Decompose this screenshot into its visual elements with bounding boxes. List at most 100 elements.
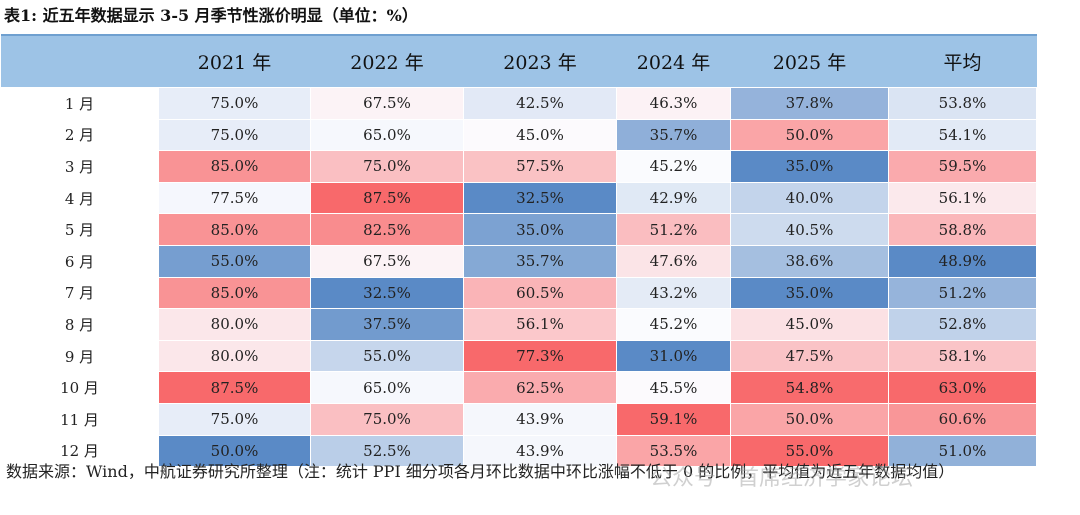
cell: 85.0% <box>158 150 311 183</box>
header-cell: 2021 年 <box>158 34 311 88</box>
cell: 80.0% <box>158 308 311 341</box>
cell: 35.7% <box>616 118 731 152</box>
data-table: 2021 年 2022 年 2023 年 2024 年 2025 年平均 1 月 75.0… <box>0 34 1037 468</box>
cell: 48.9% <box>888 244 1037 278</box>
cell: 65.0% <box>310 371 464 404</box>
cell: 53.5% <box>616 434 731 468</box>
cell: 54.1% <box>888 118 1037 152</box>
row-label: 6 月 <box>0 244 159 278</box>
table-row: 12 月 50.0% 52.5% 43.9% 53.5% 55.0% 51.0% <box>0 434 1037 468</box>
cell: 52.5% <box>310 434 464 468</box>
cell: 51.2% <box>888 276 1037 310</box>
cell: 32.5% <box>463 181 617 215</box>
table-row: 10 月 87.5% 65.0% 62.5% 45.5% 54.8% 63.0% <box>0 371 1037 404</box>
table-row: 2 月 75.0% 65.0% 45.0% 35.7% 50.0% 54.1% <box>0 118 1037 152</box>
cell: 50.0% <box>730 402 889 436</box>
table-body: 1 月 75.0% 67.5% 42.5% 46.3% 37.8% 53.8% 2 月 75.0… <box>0 87 1037 468</box>
header-cell: 平均 <box>888 34 1037 88</box>
footer-note: 数据来源：Wind，中航证券研究所整理（注：统计 PPI 细分项各月环比数据中环… <box>6 462 955 481</box>
table-row: 5 月 85.0% 82.5% 35.0% 51.2% 40.5% 58.8% <box>0 213 1037 246</box>
row-label: 8 月 <box>0 308 159 341</box>
cell: 51.0% <box>888 434 1037 468</box>
cell: 46.3% <box>616 87 731 120</box>
cell: 82.5% <box>310 213 464 246</box>
cell: 32.5% <box>310 276 464 310</box>
cell: 54.8% <box>730 371 889 404</box>
cell: 67.5% <box>310 87 464 120</box>
header-cell: 2023 年 <box>463 34 617 88</box>
cell: 59.1% <box>616 402 731 436</box>
cell: 75.0% <box>310 402 464 436</box>
cell: 87.5% <box>310 181 464 215</box>
cell: 31.0% <box>616 339 731 373</box>
cell: 58.1% <box>888 339 1037 373</box>
cell: 42.5% <box>463 87 617 120</box>
cell: 38.6% <box>730 244 889 278</box>
cell: 62.5% <box>463 371 617 404</box>
cell: 35.0% <box>463 213 617 246</box>
row-label: 1 月 <box>0 87 159 120</box>
row-label: 2 月 <box>0 118 159 152</box>
header-cell: 2024 年 <box>616 34 731 88</box>
cell: 52.8% <box>888 308 1037 341</box>
cell: 40.5% <box>730 213 889 246</box>
cell: 63.0% <box>888 371 1037 404</box>
table-row: 9 月 80.0% 55.0% 77.3% 31.0% 47.5% 58.1% <box>0 339 1037 373</box>
cell: 35.0% <box>730 276 889 310</box>
cell: 85.0% <box>158 276 311 310</box>
cell: 55.0% <box>158 244 311 278</box>
title: 表1: 近五年数据显示 3-5 月季节性涨价明显（单位：%） <box>4 6 418 25</box>
cell: 43.2% <box>616 276 731 310</box>
row-label: 9 月 <box>0 339 159 373</box>
watermark: 公众号 · 首席经济学家论坛 <box>650 466 913 491</box>
cell: 59.5% <box>888 150 1037 183</box>
table-row: 1 月 75.0% 67.5% 42.5% 46.3% 37.8% 53.8% <box>0 87 1037 120</box>
cell: 42.9% <box>616 181 731 215</box>
row-label: 10 月 <box>0 371 159 404</box>
cell: 47.6% <box>616 244 731 278</box>
cell: 43.9% <box>463 434 617 468</box>
cell: 56.1% <box>888 181 1037 215</box>
cell: 75.0% <box>158 118 311 152</box>
row-label: 7 月 <box>0 276 159 310</box>
cell: 85.0% <box>158 213 311 246</box>
cell: 35.7% <box>463 244 617 278</box>
cell: 45.2% <box>616 308 731 341</box>
cell: 53.8% <box>888 87 1037 120</box>
cell: 58.8% <box>888 213 1037 246</box>
cell: 87.5% <box>158 371 311 404</box>
cell: 57.5% <box>463 150 617 183</box>
table-row: 4 月 77.5% 87.5% 32.5% 42.9% 40.0% 56.1% <box>0 181 1037 215</box>
cell: 75.0% <box>158 87 311 120</box>
cell: 43.9% <box>463 402 617 436</box>
cell: 35.0% <box>730 150 889 183</box>
header-cell: 2025 年 <box>730 34 889 88</box>
cell: 77.3% <box>463 339 617 373</box>
cell: 80.0% <box>158 339 311 373</box>
row-label: 12 月 <box>0 434 159 468</box>
header-cell <box>0 34 159 88</box>
cell: 77.5% <box>158 181 311 215</box>
cell: 56.1% <box>463 308 617 341</box>
table-row: 11 月 75.0% 75.0% 43.9% 59.1% 50.0% 60.6% <box>0 402 1037 436</box>
cell: 45.0% <box>730 308 889 341</box>
cell: 55.0% <box>730 434 889 468</box>
cell: 40.0% <box>730 181 889 215</box>
table-row: 8 月 80.0% 37.5% 56.1% 45.2% 45.0% 52.8% <box>0 308 1037 341</box>
cell: 51.2% <box>616 213 731 246</box>
header-cell: 2022 年 <box>310 34 464 88</box>
table-row: 6 月 55.0% 67.5% 35.7% 47.6% 38.6% 48.9% <box>0 244 1037 278</box>
cell: 67.5% <box>310 244 464 278</box>
header-row: 2021 年 2022 年 2023 年 2024 年 2025 年平均 <box>0 34 1037 88</box>
cell: 45.0% <box>463 118 617 152</box>
cell: 60.5% <box>463 276 617 310</box>
cell: 50.0% <box>730 118 889 152</box>
cell: 75.0% <box>158 402 311 436</box>
row-label: 3 月 <box>0 150 159 183</box>
cell: 45.2% <box>616 150 731 183</box>
row-label: 4 月 <box>0 181 159 215</box>
cell: 37.5% <box>310 308 464 341</box>
cell: 47.5% <box>730 339 889 373</box>
cell: 65.0% <box>310 118 464 152</box>
